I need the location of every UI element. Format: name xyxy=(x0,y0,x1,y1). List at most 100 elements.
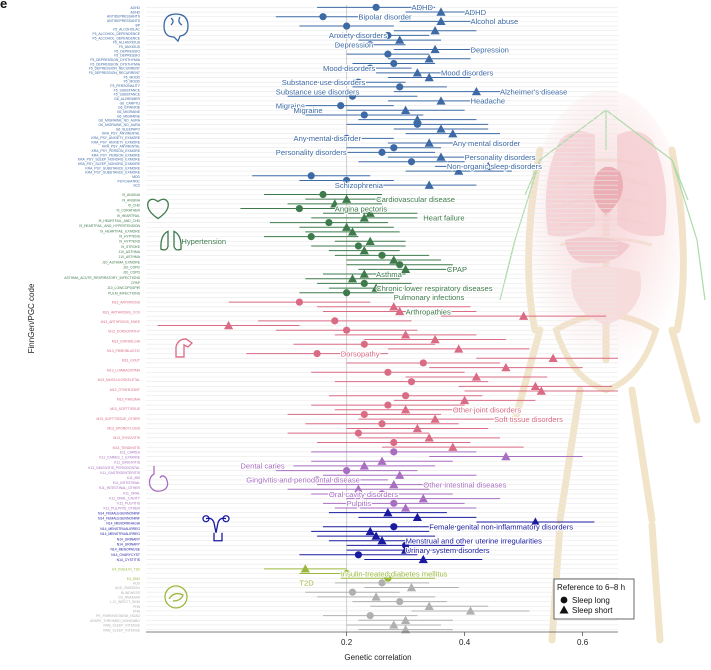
sleep-short-point xyxy=(448,129,458,138)
sleep-long-point xyxy=(378,148,386,156)
sleep-short-point xyxy=(359,213,369,222)
code-label: G6_MIGRAINE_NO_AURA xyxy=(99,119,141,123)
code-label: F5_DEPRESSION_RECURRENT xyxy=(89,71,140,75)
sleep-short-point xyxy=(359,246,369,255)
code-label: I9_HYPTENS xyxy=(119,234,140,238)
code-label: M13_FIBROBLASTIC xyxy=(107,349,141,353)
trait-label: Substance use disorders xyxy=(276,87,360,96)
code-label: BP xyxy=(135,23,140,27)
sleep-short-point xyxy=(389,620,399,629)
code-label: M13_DORSALGIA xyxy=(112,339,141,343)
sleep-long-point xyxy=(390,59,398,68)
code-label: SCZ xyxy=(133,184,140,188)
code-label: MDD xyxy=(132,175,140,179)
sleep-long-point xyxy=(360,340,368,348)
code-label: VWB_SLEEP_INTENSE xyxy=(103,624,141,628)
code-label: M13_ARTHROSIS xyxy=(112,301,141,305)
sleep-long-point xyxy=(354,429,362,437)
sleep-long-point xyxy=(396,83,404,91)
code-label: J10_COPD xyxy=(123,271,141,275)
heart-organ-icon xyxy=(593,166,623,215)
trait-label: Other joint disorders xyxy=(453,406,522,415)
code-label: KRA_PSY_ANXIETY_EXMORE xyxy=(91,140,140,144)
sleep-long-point xyxy=(313,476,321,484)
code-label: M13_ARTHROSIS_KNEE xyxy=(101,320,141,324)
sleep-long-point xyxy=(343,289,351,297)
sleep-short-point xyxy=(430,334,440,344)
sleep-short-point xyxy=(548,353,558,362)
sleep-short-point xyxy=(371,531,381,540)
sleep-short-point xyxy=(365,236,375,245)
sleep-short-point xyxy=(371,283,381,292)
sleep-short-point xyxy=(430,26,440,35)
code-label: N14_MENSTRUALIRREG xyxy=(100,532,140,536)
trait-label: ADHD xyxy=(465,8,487,17)
sleep-short-point xyxy=(430,414,440,423)
sleep-short-point xyxy=(424,180,434,189)
trait-label: Depression xyxy=(335,41,373,50)
code-label: M13_MUSCULOSKELETAL xyxy=(98,378,140,382)
trait-label: Hypertension xyxy=(181,237,226,246)
code-label: F5_DEPRESSION_RECURRENT xyxy=(89,67,140,71)
sleep-short-point xyxy=(424,601,434,610)
sleep-long-point xyxy=(337,102,345,110)
code-label: F5_PERSONALITY xyxy=(110,84,140,88)
trait-label: Dental caries xyxy=(240,462,285,471)
code-label: F5_MOOD xyxy=(124,80,141,84)
code-label: K11_ORAL_CAVITY xyxy=(109,496,141,500)
sleep-short-point xyxy=(424,138,434,147)
code-label: KRA_PSY_SUBSTANCE_EXMORE xyxy=(85,171,140,175)
code-label: AUD_SWEDISH xyxy=(115,586,140,590)
sleep-short-point xyxy=(436,152,446,161)
stomach-icon xyxy=(148,465,169,492)
sleep-short-point xyxy=(330,199,340,208)
code-label: I9_HEARTFAIL_AND_HYPERTENSION xyxy=(79,224,140,228)
code-label: J10_ASTHMA xyxy=(119,250,141,254)
code-label: M13_SPONDYLOSIS xyxy=(107,426,141,430)
code-label: K11_GINGIVITIS xyxy=(114,461,140,465)
trait-label: Personality disorders xyxy=(276,148,347,157)
sleep-short-point xyxy=(424,433,434,442)
sleep-short-point xyxy=(430,44,440,54)
trait-label: Insulin-treated diabetes mellitus xyxy=(341,569,448,578)
sleep-short-point xyxy=(530,381,540,391)
sleep-short-point xyxy=(377,456,387,465)
trait-label: Pulmonary infections xyxy=(394,293,465,302)
sleep-long-point xyxy=(313,349,321,358)
sleep-short-point xyxy=(365,526,375,536)
category-icons xyxy=(147,13,230,609)
legend-title: Reference to 6–8 h xyxy=(557,583,625,592)
code-label: PK_PARKINSONISM_NOAD xyxy=(96,614,140,618)
trait-label: Substance use disorders xyxy=(282,78,366,87)
sleep-long-point xyxy=(384,50,392,58)
code-label: G6_SLEEPAPO xyxy=(116,127,141,131)
code-label: PHN xyxy=(133,610,141,614)
trait-label: Personality disorders xyxy=(465,153,536,162)
sleep-short-point xyxy=(365,208,375,217)
sleep-long-point xyxy=(390,523,398,531)
sleep-short-point xyxy=(424,54,434,63)
trait-label: ADHD xyxy=(412,3,434,12)
sleep-short-point xyxy=(401,503,411,512)
pancreas-icon xyxy=(164,585,188,609)
y-axis-label: FinnGen/PGC code xyxy=(27,283,36,353)
code-label: VWB_SLEEP_INTENSE xyxy=(103,628,141,632)
code-label: F5_DEPRESSION_DYSTHYMIA xyxy=(90,62,140,66)
sleep-long-point xyxy=(360,111,368,119)
uterus-icon xyxy=(202,515,230,542)
sleep-short-point xyxy=(389,255,399,264)
legend-triangle-marker xyxy=(559,605,569,614)
sleep-long-point xyxy=(390,144,398,152)
sleep-short-point xyxy=(347,227,358,236)
sleep-long-point xyxy=(378,579,386,587)
code-label: M13_ARTHROSIS_COX xyxy=(103,310,141,314)
sleep-short-point xyxy=(383,508,393,517)
sleep-short-point xyxy=(389,480,399,489)
sleep-long-point xyxy=(343,22,351,30)
trait-label: T2D xyxy=(299,579,314,588)
code-label: I9_CORATHER xyxy=(117,209,141,213)
sleep-long-point xyxy=(325,218,333,227)
sleep-long-point xyxy=(390,448,398,456)
code-label: K11_ORAL xyxy=(123,491,140,495)
code-label: F5_ALLANXIOUS xyxy=(113,41,141,45)
